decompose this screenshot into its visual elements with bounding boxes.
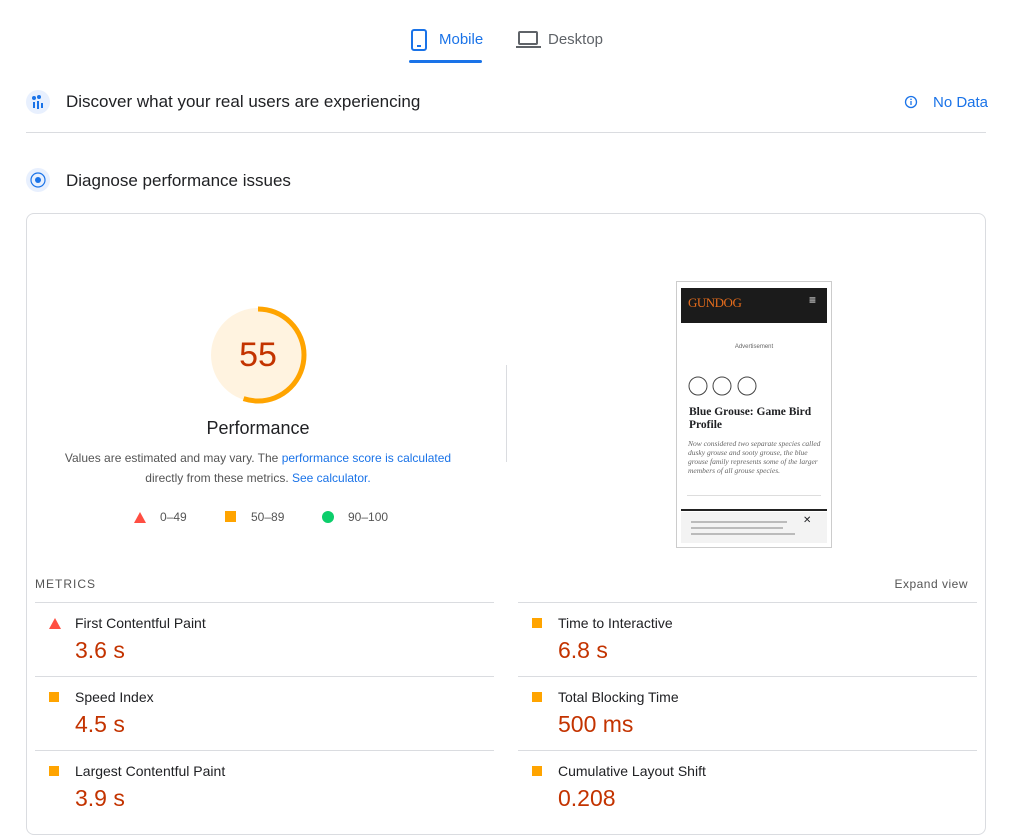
expand-view[interactable]: Expand view xyxy=(894,577,968,591)
site-logo: GUNDOG xyxy=(688,295,742,310)
banner-line xyxy=(691,521,787,523)
dek: Now considered two separate species call… xyxy=(688,439,821,475)
divider xyxy=(35,750,494,751)
metric-value: 500 ms xyxy=(558,711,634,737)
metric-name: Speed Index xyxy=(75,689,154,705)
banner-line xyxy=(691,533,795,535)
note-text: directly from these metrics. xyxy=(145,471,289,485)
field-title: Discover what your real users are experi… xyxy=(66,92,421,111)
divider xyxy=(518,750,977,751)
legend-pass-icon xyxy=(322,511,334,523)
metrics-title: METRICS xyxy=(35,577,96,591)
cookie-banner: ✕ xyxy=(681,512,827,543)
legend-fail-icon xyxy=(134,512,146,523)
field-icon xyxy=(26,90,50,114)
menu-icon: ≡ xyxy=(809,293,817,307)
mobile-icon xyxy=(411,29,427,51)
gauge-arc xyxy=(209,306,307,404)
headline: Blue Grouse: Game Bird Profile xyxy=(689,406,812,431)
legend-label: 90–100 xyxy=(348,510,389,524)
metric-icon xyxy=(48,617,62,630)
metric-value: 4.5 s xyxy=(75,711,125,737)
legend-label: 0–49 xyxy=(160,510,187,524)
note-line: Values are estimated and may vary. The p… xyxy=(40,451,476,465)
metric-name: First Contentful Paint xyxy=(75,615,206,631)
metric-name: Total Blocking Time xyxy=(558,689,679,705)
metric-value: 3.9 s xyxy=(75,785,125,811)
divider xyxy=(26,132,986,133)
divider xyxy=(506,365,507,462)
banner-line xyxy=(691,527,783,529)
metric-value: 0.208 xyxy=(558,785,616,811)
close-icon: ✕ xyxy=(803,515,812,526)
note-link[interactable]: performance score is calculated xyxy=(281,451,452,465)
metric-icon xyxy=(532,692,542,702)
legend-average-icon xyxy=(225,511,236,522)
ad-label: Advertisement xyxy=(734,344,774,350)
gauge xyxy=(209,306,307,404)
metric-name: Largest Contentful Paint xyxy=(75,763,226,779)
info-icon xyxy=(904,95,918,109)
metric-value: 3.6 s xyxy=(75,637,125,663)
gauge-bg xyxy=(211,308,305,402)
tab-indicator xyxy=(409,60,482,63)
share-icons xyxy=(688,376,757,396)
metric-name: Cumulative Layout Shift xyxy=(558,763,706,779)
tab-mobile[interactable]: Mobile xyxy=(439,31,484,48)
page: Mobile Desktop Discover what your real u… xyxy=(26,29,989,835)
desktop-icon xyxy=(516,31,541,48)
divider xyxy=(35,602,494,603)
site-header xyxy=(681,288,827,323)
metric-icon xyxy=(532,618,542,628)
metric-name: Time to Interactive xyxy=(558,615,673,631)
field-status[interactable]: No Data xyxy=(933,94,989,111)
metric-value: 6.8 s xyxy=(558,637,608,663)
lab-icon xyxy=(26,168,50,192)
card xyxy=(26,213,986,835)
note-text: Values are estimated and may vary. The xyxy=(64,451,279,465)
score: 55 xyxy=(239,336,277,374)
metric-icon xyxy=(532,766,542,776)
rule xyxy=(687,495,821,496)
divider xyxy=(518,676,977,677)
page-screenshot: GUNDOG ≡ Advertisement Blue Grouse: Game… xyxy=(676,281,832,548)
divider xyxy=(35,676,494,677)
lab-title: Diagnose performance issues xyxy=(66,171,291,190)
score-label: Performance xyxy=(206,418,310,438)
rule xyxy=(681,509,827,511)
metric-icon xyxy=(49,766,59,776)
divider xyxy=(518,602,977,603)
legend-label: 50–89 xyxy=(251,510,285,524)
root: Mobile Desktop Discover what your real u… xyxy=(26,29,989,835)
metric-icon xyxy=(49,692,59,702)
note-link[interactable]: See calculator. xyxy=(292,471,371,485)
note-line: directly from these metrics. See calcula… xyxy=(40,471,476,485)
tab-desktop[interactable]: Desktop xyxy=(548,31,604,48)
